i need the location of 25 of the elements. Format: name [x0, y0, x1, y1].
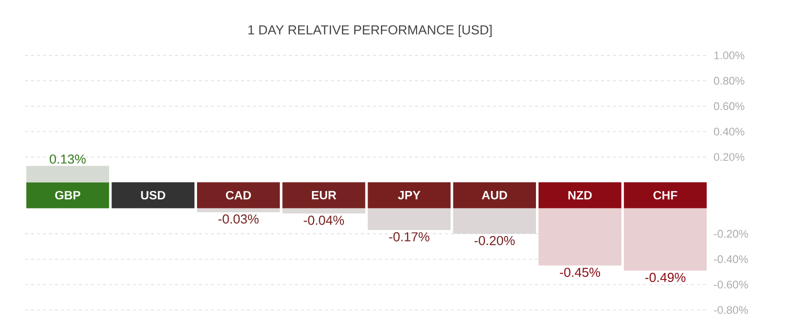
- x-tick-label: USD: [141, 190, 166, 200]
- y-tick-label: -0.80%: [714, 306, 748, 314]
- x-tick-label: EUR: [312, 191, 336, 200]
- y-tick-label: -0.20%: [714, 230, 748, 238]
- data-label: -0.20%: [474, 236, 515, 246]
- y-tick-label: -0.60%: [714, 280, 748, 288]
- y-tick-label: -0.40%: [714, 255, 748, 264]
- data-label: 0.13%: [50, 154, 86, 164]
- y-tick-label: 0.40%: [714, 128, 744, 136]
- y-tick-label: 0.20%: [714, 153, 744, 161]
- y-tick-label: 1.00%: [714, 52, 744, 60]
- y-tick-label: 0.80%: [714, 76, 744, 85]
- data-label: -0.17%: [389, 232, 430, 242]
- x-tick-label: JPY: [398, 191, 420, 200]
- data-label: -0.04%: [304, 216, 344, 225]
- data-label: -0.49%: [645, 272, 686, 282]
- x-tick-label: CAD: [226, 190, 251, 200]
- chart-title: 1 DAY RELATIVE PERFORMANCE [USD]: [248, 24, 492, 38]
- y-tick-label: 0.60%: [714, 102, 744, 110]
- x-tick-label: NZD: [568, 191, 592, 200]
- data-label: -0.03%: [218, 214, 259, 224]
- x-tick-label: AUD: [482, 191, 508, 200]
- x-tick-label: CHF: [653, 190, 678, 200]
- data-label: -0.45%: [560, 268, 600, 277]
- x-tick-label: GBP: [55, 190, 80, 200]
